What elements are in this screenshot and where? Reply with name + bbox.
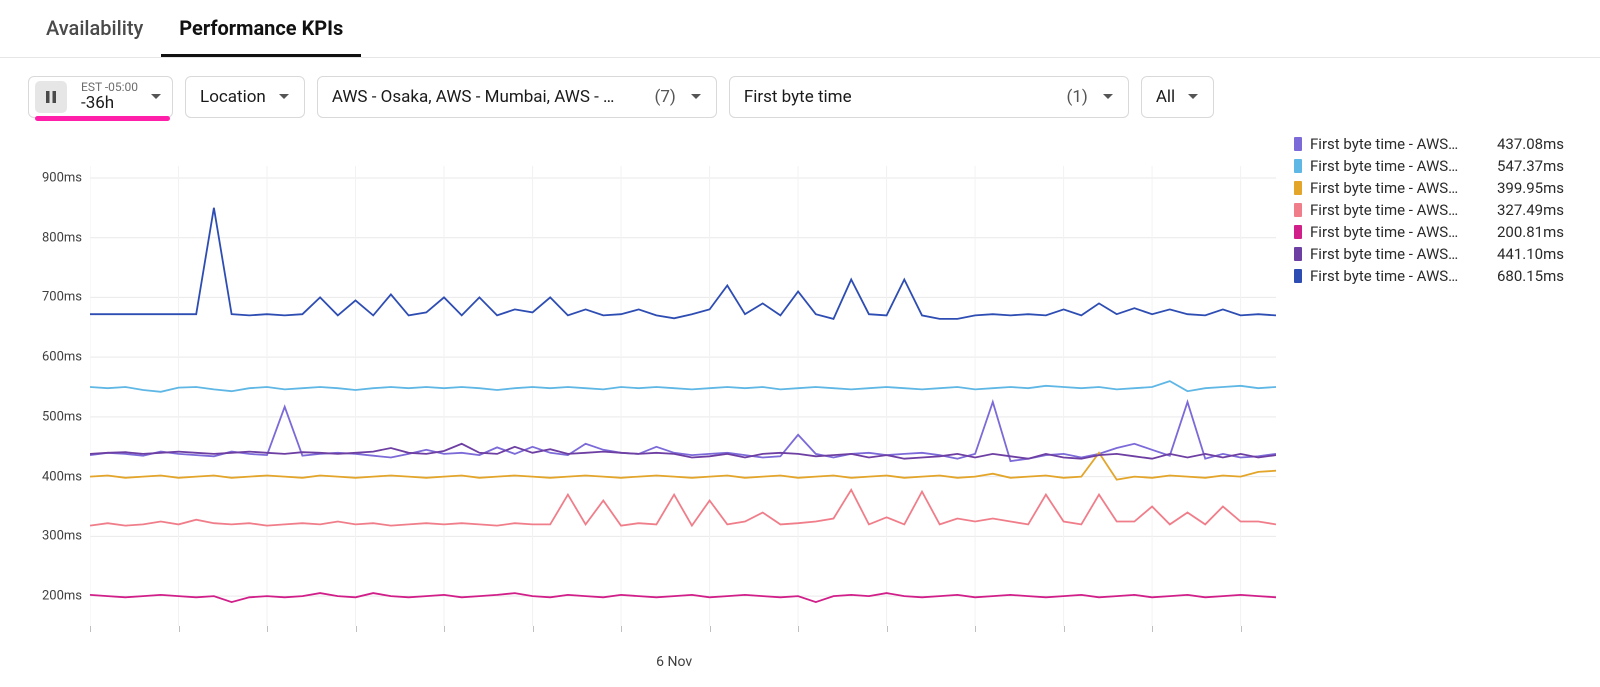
- legend-item[interactable]: First byte time - AWS… 680.15ms: [1294, 265, 1564, 287]
- legend-swatch: [1294, 203, 1302, 217]
- tab-performance-kpis[interactable]: Performance KPIs: [161, 0, 361, 57]
- legend-value: 441.10ms: [1497, 245, 1564, 263]
- metric-selector[interactable]: First byte time (1): [729, 76, 1129, 118]
- series-line: [90, 208, 1276, 319]
- regions-count: (7): [655, 87, 676, 107]
- series-line: [90, 381, 1276, 392]
- y-tick-label: 700ms: [42, 290, 82, 305]
- legend-label: First byte time - AWS…: [1310, 179, 1481, 197]
- legend-label: First byte time - AWS…: [1310, 201, 1481, 219]
- y-tick-label: 300ms: [42, 529, 82, 544]
- y-tick-label: 800ms: [42, 230, 82, 245]
- filter-all-selector[interactable]: All: [1141, 76, 1214, 118]
- legend-value: 680.15ms: [1497, 267, 1564, 285]
- legend-swatch: [1294, 269, 1302, 283]
- tab-availability[interactable]: Availability: [28, 0, 161, 57]
- legend-value: 547.37ms: [1497, 157, 1564, 175]
- legend-label: First byte time - AWS…: [1310, 135, 1481, 153]
- y-axis: 200ms 300ms 400ms 500ms 600ms 700ms 800ms 900ms: [28, 166, 90, 626]
- y-tick-label: 500ms: [42, 409, 82, 424]
- regions-selector[interactable]: AWS - Osaka, AWS - Mumbai, AWS - … (7): [317, 76, 717, 118]
- y-tick-label: 200ms: [42, 589, 82, 604]
- legend-swatch: [1294, 137, 1302, 151]
- legend-swatch: [1294, 225, 1302, 239]
- series-line: [90, 453, 1276, 480]
- legend-item[interactable]: First byte time - AWS… 441.10ms: [1294, 243, 1564, 265]
- legend-value: 437.08ms: [1497, 135, 1564, 153]
- chevron-down-icon: [690, 91, 702, 103]
- location-selector[interactable]: Location: [185, 76, 305, 118]
- y-tick-label: 900ms: [42, 170, 82, 185]
- chart-plot: [90, 166, 1276, 626]
- tabs: Availability Performance KPIs: [0, 0, 1600, 58]
- metric-count: (1): [1067, 87, 1088, 107]
- controls-row: EST -05:00 -36h Location AWS - Osaka, AW…: [0, 58, 1600, 118]
- location-label: Location: [200, 87, 266, 107]
- legend-swatch: [1294, 247, 1302, 261]
- metric-label: First byte time: [744, 87, 852, 107]
- time-range-selector[interactable]: EST -05:00 -36h: [28, 76, 173, 118]
- legend-item[interactable]: First byte time - AWS… 547.37ms: [1294, 155, 1564, 177]
- chevron-down-icon: [1102, 91, 1114, 103]
- time-range-underline: [35, 116, 170, 121]
- legend-value: 327.49ms: [1497, 201, 1564, 219]
- series-line: [90, 593, 1276, 602]
- time-range-text: EST -05:00 -36h: [81, 81, 138, 113]
- legend-label: First byte time - AWS…: [1310, 267, 1481, 285]
- legend-value: 200.81ms: [1497, 223, 1564, 241]
- legend-swatch: [1294, 159, 1302, 173]
- page-root: Availability Performance KPIs EST -05:00…: [0, 0, 1600, 687]
- time-range-value: -36h: [81, 94, 138, 113]
- legend-swatch: [1294, 181, 1302, 195]
- legend: First byte time - AWS…437.08msFirst byte…: [1294, 133, 1564, 287]
- chevron-down-icon: [278, 91, 290, 103]
- legend-label: First byte time - AWS…: [1310, 223, 1481, 241]
- regions-label: AWS - Osaka, AWS - Mumbai, AWS - …: [332, 87, 615, 107]
- y-tick-label: 600ms: [42, 350, 82, 365]
- legend-label: First byte time - AWS…: [1310, 157, 1481, 175]
- legend-label: First byte time - AWS…: [1310, 245, 1481, 263]
- chevron-down-icon: [150, 91, 162, 103]
- legend-item[interactable]: First byte time - AWS… 200.81ms: [1294, 221, 1564, 243]
- series-line: [90, 490, 1276, 526]
- legend-value: 399.95ms: [1497, 179, 1564, 197]
- filter-all-label: All: [1156, 87, 1175, 107]
- legend-item[interactable]: First byte time - AWS… 327.49ms: [1294, 199, 1564, 221]
- legend-item[interactable]: First byte time - AWS… 399.95ms: [1294, 177, 1564, 199]
- x-date-label: 6 Nov: [656, 654, 692, 670]
- y-tick-label: 400ms: [42, 469, 82, 484]
- legend-item[interactable]: First byte time - AWS… 437.08ms: [1294, 133, 1564, 155]
- chart: [90, 142, 1276, 642]
- pause-icon: [35, 81, 67, 113]
- chevron-down-icon: [1187, 91, 1199, 103]
